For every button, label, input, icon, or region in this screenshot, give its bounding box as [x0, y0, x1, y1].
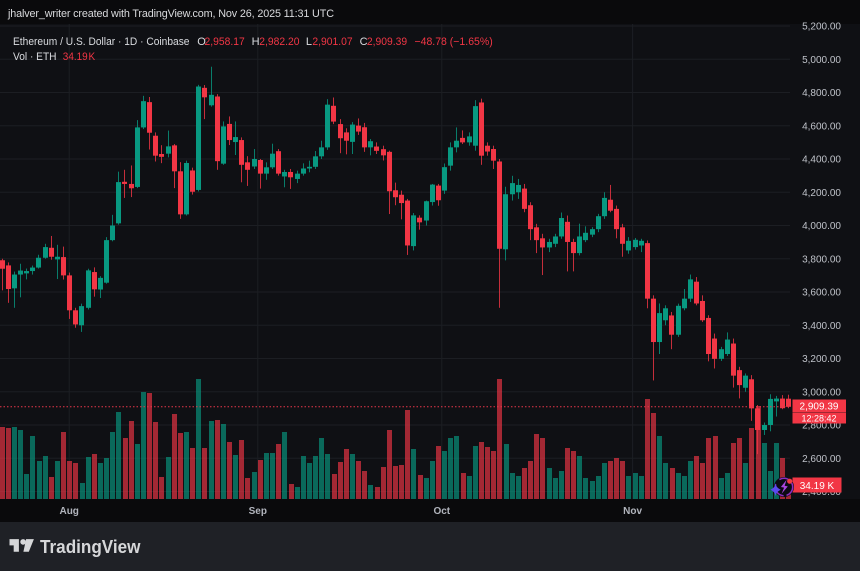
svg-text:Sep: Sep — [249, 506, 267, 517]
svg-text:34.19 K: 34.19 K — [63, 51, 96, 63]
svg-text:4,400.00: 4,400.00 — [802, 155, 841, 166]
svg-text:3,600.00: 3,600.00 — [802, 288, 841, 299]
svg-text:4,800.00: 4,800.00 — [802, 88, 841, 99]
svg-text:C: C — [360, 36, 368, 48]
svg-text:jhalver_writer created with Tr: jhalver_writer created with TradingView.… — [7, 8, 334, 20]
svg-text:L: L — [306, 36, 312, 48]
svg-text:2,958.17: 2,958.17 — [205, 36, 245, 48]
svg-text:2,800.00: 2,800.00 — [802, 421, 841, 432]
svg-text:34.19 K: 34.19 K — [800, 481, 835, 492]
svg-text:3,400.00: 3,400.00 — [802, 321, 841, 332]
svg-text:2,600.00: 2,600.00 — [802, 454, 841, 465]
svg-text:4,000.00: 4,000.00 — [802, 221, 841, 232]
svg-text:12:28:42: 12:28:42 — [801, 413, 836, 423]
svg-text:O: O — [197, 36, 206, 48]
svg-text:Vol · ETH: Vol · ETH — [13, 51, 57, 63]
svg-text:2,909.39: 2,909.39 — [800, 402, 839, 413]
svg-text:TradingView: TradingView — [40, 537, 141, 557]
svg-text:5,200.00: 5,200.00 — [802, 22, 841, 33]
svg-text:2,909.39: 2,909.39 — [367, 36, 407, 48]
svg-text:2,982.20: 2,982.20 — [259, 36, 299, 48]
svg-text:4,200.00: 4,200.00 — [802, 188, 841, 199]
svg-text:Nov: Nov — [623, 506, 642, 517]
svg-text:Ethereum / U.S. Dollar · 1D ·: Ethereum / U.S. Dollar · 1D · Coinbase — [13, 36, 190, 48]
svg-text:3,000.00: 3,000.00 — [802, 387, 841, 398]
svg-text:−48.78 (−1.65%): −48.78 (−1.65%) — [415, 36, 493, 48]
svg-text:Oct: Oct — [433, 506, 450, 517]
svg-text:3,800.00: 3,800.00 — [802, 254, 841, 265]
svg-text:3,200.00: 3,200.00 — [802, 354, 841, 365]
svg-text:Aug: Aug — [59, 506, 78, 517]
svg-text:5,000.00: 5,000.00 — [802, 55, 841, 66]
svg-text:2,901.07: 2,901.07 — [312, 36, 352, 48]
svg-text:H: H — [252, 36, 260, 48]
svg-text:4,600.00: 4,600.00 — [802, 121, 841, 132]
